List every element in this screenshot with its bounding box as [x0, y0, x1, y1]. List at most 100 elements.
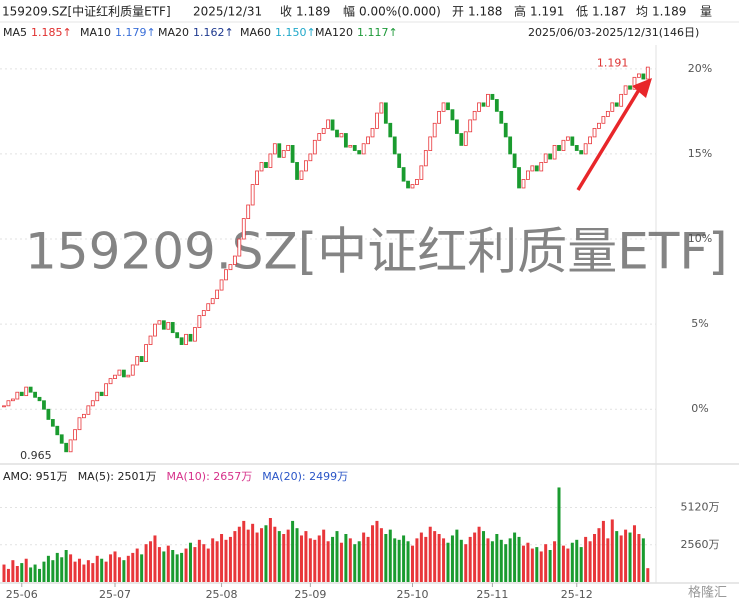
volume-bar [353, 544, 357, 582]
volume-bar [224, 539, 228, 582]
candle [219, 279, 224, 291]
volume-bar [38, 568, 42, 582]
candle [170, 322, 175, 334]
candle [397, 153, 402, 168]
candle [614, 102, 619, 107]
candle [468, 119, 473, 133]
volume-bar [424, 536, 428, 582]
volume-bar [95, 555, 99, 582]
candle [592, 127, 597, 138]
candle [135, 356, 140, 366]
volume-bar [246, 529, 250, 582]
candle [432, 122, 437, 138]
candle [565, 136, 570, 141]
volume-bar [624, 529, 628, 582]
candle [539, 162, 544, 172]
stat-label: 均 [636, 5, 648, 19]
volume-bar [144, 544, 148, 582]
candle [486, 93, 490, 107]
volume-bar [388, 529, 392, 582]
volume-bar [357, 541, 361, 582]
candle [361, 143, 366, 155]
candle [352, 145, 357, 151]
x-tick-label: 25-09 [294, 588, 326, 601]
candle [343, 133, 348, 148]
ma-name: MA60 [240, 26, 271, 39]
candle [339, 133, 344, 138]
volume-bar [273, 526, 277, 582]
volume-bar [366, 536, 370, 582]
volume-bar [557, 487, 561, 582]
candle [304, 160, 308, 172]
y-tick-label: 0% [691, 402, 708, 415]
x-tick-label: 25-10 [396, 588, 428, 601]
candle [272, 143, 277, 155]
y-tick-label: 20% [688, 62, 712, 75]
stat-value: 1.189 [652, 5, 686, 19]
volume-bar [468, 536, 472, 582]
volume-bar [100, 558, 104, 582]
candle [597, 122, 601, 129]
arrow [576, 87, 642, 191]
candle [77, 417, 82, 431]
volume-bar [393, 538, 397, 582]
volume-bar [237, 526, 241, 582]
candle [605, 110, 610, 117]
candle [157, 320, 162, 325]
volume-bar [171, 550, 175, 582]
candle [534, 165, 539, 172]
volume-bar [570, 542, 574, 582]
volume-bar [433, 531, 437, 582]
candle [206, 303, 211, 311]
stat-label: 幅 [343, 4, 355, 19]
volume-bar [286, 529, 290, 582]
volume-bar [588, 541, 592, 582]
ma-value: 1.117↑ [357, 26, 398, 39]
volume-bar [335, 531, 339, 582]
volume-bar [530, 548, 534, 582]
candle [290, 145, 295, 163]
candle [246, 204, 251, 220]
volume-legend: MA(20): 2499万 [262, 470, 348, 483]
candle [388, 122, 393, 138]
candle [197, 315, 202, 328]
volume-bar [29, 567, 33, 582]
candle [383, 102, 388, 124]
volume-bar [513, 532, 517, 582]
volume-bar [419, 532, 423, 582]
volume-bar [397, 539, 401, 582]
candle [2, 405, 6, 408]
candle [6, 400, 11, 407]
volume-bar [264, 525, 268, 582]
header-date: 2025/12/31 [193, 5, 262, 19]
volume-bar [371, 525, 375, 582]
volume-bar [490, 541, 494, 582]
volume-bar [477, 526, 481, 582]
volume-bar [539, 551, 543, 582]
volume-bar [406, 541, 410, 582]
candle [215, 289, 220, 300]
candle [104, 383, 109, 397]
volume-bar [517, 536, 521, 582]
candle [477, 102, 481, 112]
candle [139, 356, 144, 362]
y-tick-label: 5120万 [681, 501, 720, 514]
candle [86, 405, 91, 415]
candle [321, 127, 326, 134]
volume-bar [304, 531, 308, 582]
volume-bar [601, 520, 605, 582]
volume-bar [646, 568, 650, 582]
candle [148, 335, 153, 345]
candle [548, 153, 553, 160]
volume-bar [60, 557, 64, 582]
volume-bar [561, 545, 565, 582]
volume-bar [593, 534, 597, 582]
ma-name: MA120 [315, 26, 353, 39]
candle [210, 298, 215, 305]
volume-bar [504, 544, 508, 582]
candle [42, 400, 46, 410]
candle [561, 139, 566, 151]
candle [645, 66, 650, 80]
volume-bar [521, 545, 525, 582]
